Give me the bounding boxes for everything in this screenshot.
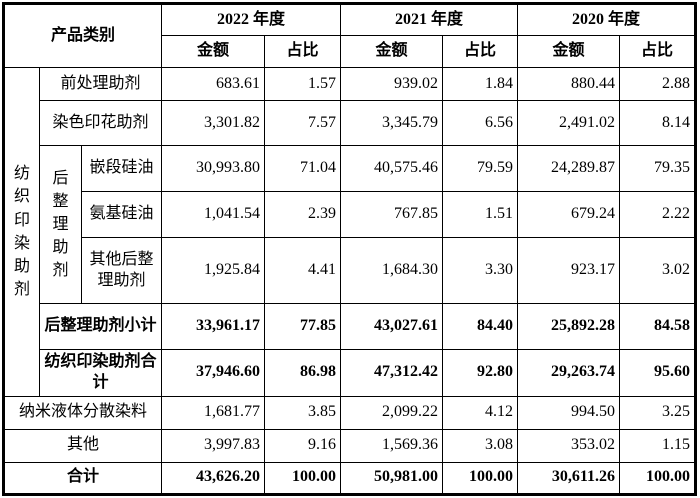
cell-2020-ratio: 2.22 — [619, 191, 697, 238]
cell-2022-ratio: 71.04 — [263, 145, 342, 192]
cell-2022-amount: 30,993.80 — [161, 145, 265, 192]
cell-2022-ratio: 4.41 — [263, 237, 342, 304]
amount-header-2020: 金额 — [517, 35, 621, 68]
cell-2021-amount: 40,575.46 — [340, 145, 444, 192]
row-label-finishing-subtotal: 后整理助剂小计 — [39, 303, 162, 350]
cell-2020-amount: 923.17 — [517, 237, 621, 304]
cell-2020-amount: 880.44 — [517, 67, 621, 101]
row-label-block-silicone-oil: 嵌段硅油 — [81, 145, 162, 192]
cell-2021-ratio: 1.84 — [442, 67, 519, 101]
cell-2021-amount: 939.02 — [340, 67, 444, 101]
cell-2020-ratio: 84.58 — [619, 303, 697, 350]
group-label-finishing-auxiliary-text: 后整理助剂 — [52, 169, 69, 280]
cell-2022-ratio: 9.16 — [263, 428, 342, 463]
cell-2021-amount: 767.85 — [340, 191, 444, 238]
ratio-header-2020: 占比 — [619, 35, 697, 68]
cell-2022-ratio: 86.98 — [263, 349, 342, 397]
cell-2022-ratio: 2.39 — [263, 191, 342, 238]
cell-2020-ratio: 100.00 — [619, 461, 697, 495]
cell-2022-ratio: 1.57 — [263, 67, 342, 101]
ratio-header-2022: 占比 — [263, 35, 342, 68]
cell-2022-amount: 43,626.20 — [161, 461, 265, 495]
cell-2020-amount: 2,491.02 — [517, 100, 621, 146]
cell-2021-ratio: 3.30 — [442, 237, 519, 304]
year-header-2020: 2020 年度 — [517, 3, 697, 36]
cell-2021-ratio: 84.40 — [442, 303, 519, 350]
cell-2022-ratio: 3.85 — [263, 395, 342, 430]
cell-2020-ratio: 1.15 — [619, 428, 697, 463]
cell-2021-ratio: 3.08 — [442, 428, 519, 463]
cell-2021-ratio: 6.56 — [442, 100, 519, 146]
cell-2020-ratio: 95.60 — [619, 349, 697, 397]
row-label-textile-total: 纺织印染助剂合计 — [39, 349, 162, 397]
cell-2020-ratio: 2.88 — [619, 67, 697, 101]
cell-2021-amount: 3,345.79 — [340, 100, 444, 146]
cell-2021-ratio: 1.51 — [442, 191, 519, 238]
cell-2022-amount: 3,997.83 — [161, 428, 265, 463]
cell-2022-amount: 1,925.84 — [161, 237, 265, 304]
cell-2020-amount: 25,892.28 — [517, 303, 621, 350]
row-label-other: 其他 — [3, 428, 162, 463]
row-label-dyeing-printing-auxiliary: 染色印花助剂 — [39, 100, 162, 146]
cell-2021-amount: 43,027.61 — [340, 303, 444, 350]
cell-2022-ratio: 100.00 — [263, 461, 342, 495]
cell-2022-amount: 1,041.54 — [161, 191, 265, 238]
row-label-grand-total: 合计 — [3, 461, 162, 495]
cell-2020-amount: 679.24 — [517, 191, 621, 238]
ratio-header-2021: 占比 — [442, 35, 519, 68]
group-label-textile-auxiliary-text: 纺织印染助剂 — [13, 165, 30, 299]
cell-2021-ratio: 92.80 — [442, 349, 519, 397]
cell-2022-ratio: 7.57 — [263, 100, 342, 146]
amount-header-2021: 金额 — [340, 35, 444, 68]
cell-2020-amount: 29,263.74 — [517, 349, 621, 397]
group-label-textile-auxiliary: 纺织印染助剂 — [3, 67, 40, 397]
cell-2021-amount: 50,981.00 — [340, 461, 444, 495]
cell-2020-amount: 30,611.26 — [517, 461, 621, 495]
row-label-pretreatment-auxiliary: 前处理助剂 — [39, 67, 162, 101]
amount-header-2022: 金额 — [161, 35, 265, 68]
year-header-2021: 2021 年度 — [340, 3, 519, 36]
row-label-other-finishing-auxiliary: 其他后整理助剂 — [81, 237, 162, 304]
cell-2021-ratio: 100.00 — [442, 461, 519, 495]
cell-2021-ratio: 79.59 — [442, 145, 519, 192]
cell-2022-amount: 37,946.60 — [161, 349, 265, 397]
cell-2020-amount: 353.02 — [517, 428, 621, 463]
cell-2020-amount: 24,289.87 — [517, 145, 621, 192]
category-header: 产品类别 — [3, 3, 162, 68]
cell-2021-amount: 47,312.42 — [340, 349, 444, 397]
cell-2020-ratio: 3.25 — [619, 395, 697, 430]
cell-2022-amount: 33,961.17 — [161, 303, 265, 350]
year-header-2022: 2022 年度 — [160, 3, 342, 36]
row-label-nano-liquid-disperse-dye: 纳米液体分散染料 — [3, 395, 162, 430]
cell-2021-amount: 1,569.36 — [340, 428, 444, 463]
cell-2021-amount: 1,684.30 — [340, 237, 444, 304]
cell-2020-ratio: 3.02 — [619, 237, 697, 304]
cell-2020-amount: 994.50 — [517, 395, 621, 430]
cell-2022-amount: 3,301.82 — [161, 100, 265, 146]
cell-2020-ratio: 8.14 — [619, 100, 697, 146]
cell-2022-ratio: 77.85 — [263, 303, 342, 350]
group-label-finishing-auxiliary: 后整理助剂 — [39, 145, 82, 304]
cell-2022-amount: 1,681.77 — [161, 395, 265, 430]
cell-2021-ratio: 4.12 — [442, 395, 519, 430]
cell-2020-ratio: 79.35 — [619, 145, 697, 192]
cell-2022-amount: 683.61 — [161, 67, 265, 101]
cell-2021-amount: 2,099.22 — [340, 395, 444, 430]
row-label-amino-silicone-oil: 氨基硅油 — [81, 191, 162, 238]
